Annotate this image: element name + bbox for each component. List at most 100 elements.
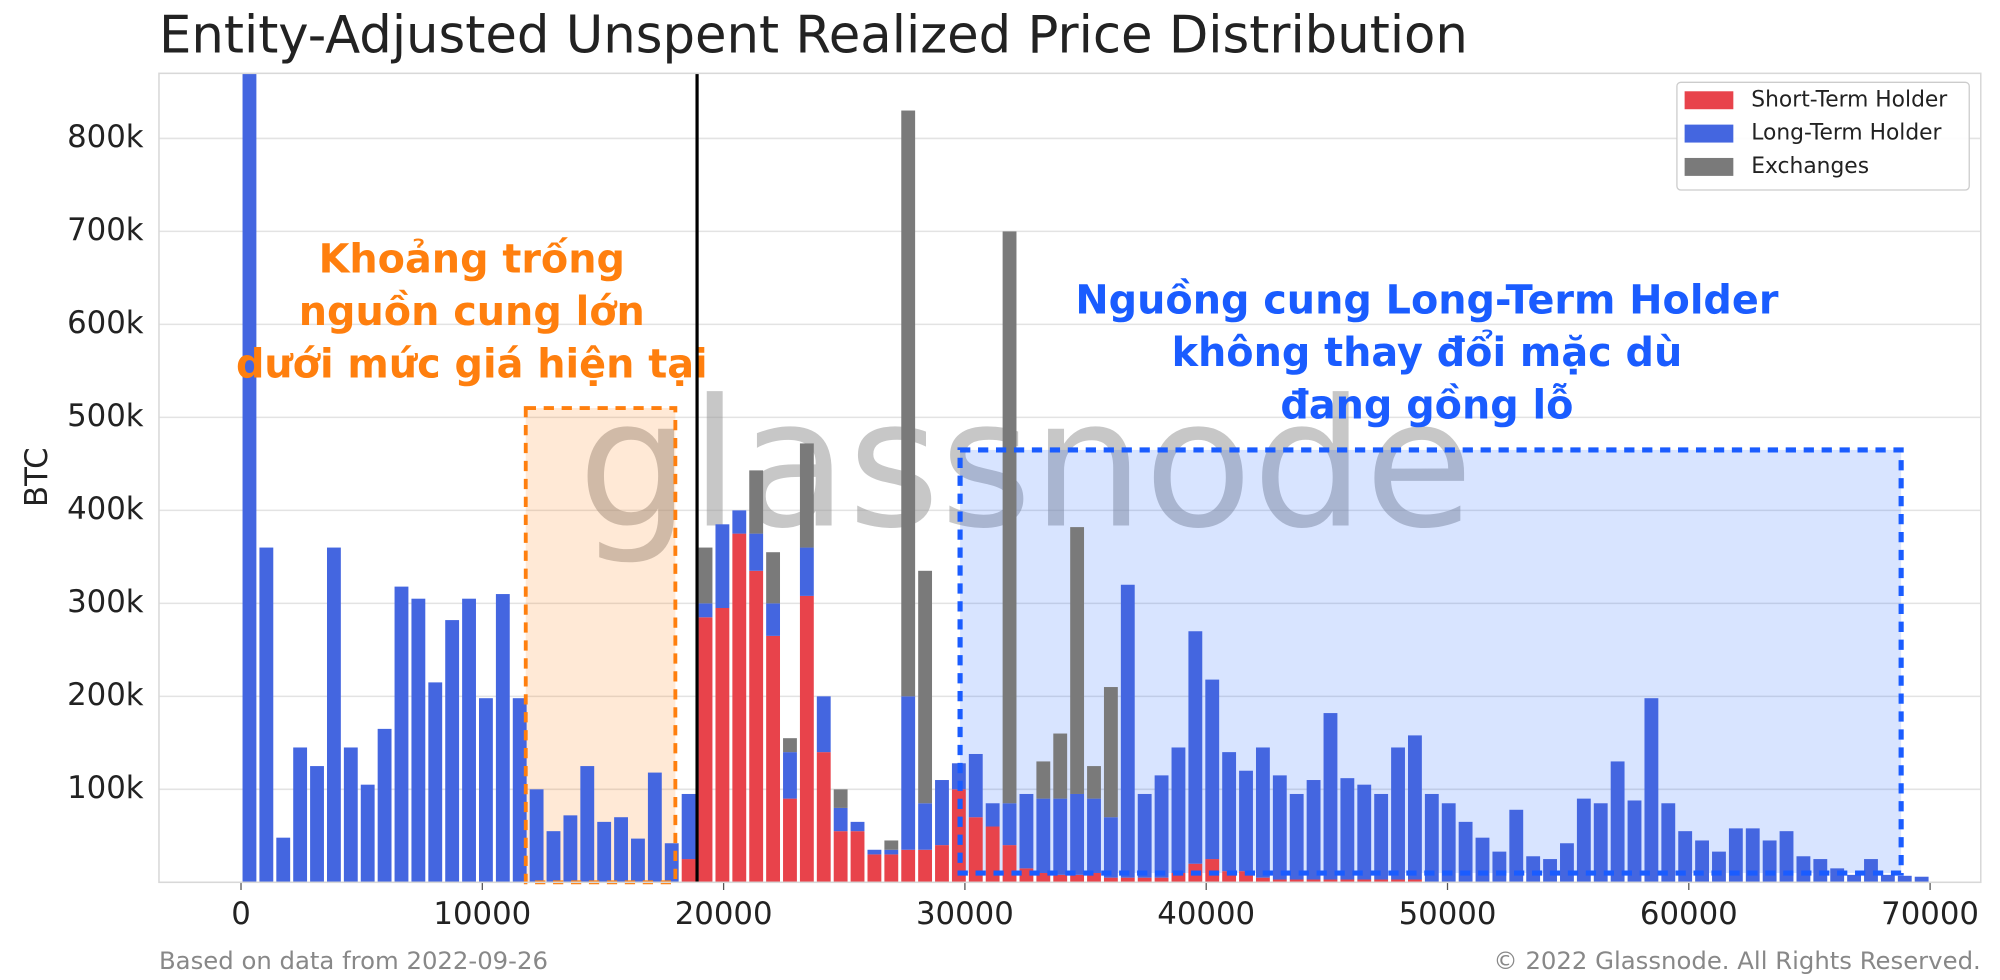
bar-segment <box>1171 747 1186 874</box>
chart-title: Entity-Adjusted Unspent Realized Price D… <box>159 6 1468 66</box>
bar-segment <box>1289 879 1304 883</box>
bar-segment <box>1239 770 1253 872</box>
bar-segment <box>445 620 460 883</box>
bar-segment <box>783 798 797 883</box>
bar-segment <box>1408 879 1422 883</box>
bar-segment <box>799 547 814 596</box>
bar-segment <box>1847 874 1862 883</box>
bar-segment <box>1103 877 1118 883</box>
bar-segment <box>1103 687 1118 818</box>
bar-segment <box>512 698 527 883</box>
bar-segment <box>968 817 983 883</box>
bar-segment <box>1255 747 1270 878</box>
bar-segment <box>901 696 916 850</box>
bar-segment <box>799 443 814 548</box>
annotation-border <box>523 406 678 885</box>
bar-segment <box>411 598 426 883</box>
bar-segment <box>1222 871 1237 883</box>
bar-segment <box>850 831 865 883</box>
bar-segment <box>1796 856 1811 883</box>
bar-segment <box>1323 713 1338 880</box>
bar-segment <box>1053 733 1068 799</box>
bar-segment <box>1560 843 1574 883</box>
bar-segment <box>1408 735 1422 880</box>
bar-segment <box>816 752 831 883</box>
bar-segment <box>1762 840 1777 883</box>
bar-segment <box>1087 798 1101 874</box>
bar-segment <box>1120 584 1135 878</box>
bar-segment <box>1424 793 1439 883</box>
bar-segment <box>698 547 713 604</box>
bar-segment <box>698 617 713 883</box>
bar-segment <box>462 598 476 883</box>
x-tick-label: 0 <box>231 896 251 932</box>
bar-segment <box>1374 793 1389 880</box>
bar-segment <box>1036 761 1051 799</box>
bar-segment <box>1306 879 1321 883</box>
bar-segment <box>1272 775 1287 880</box>
bar-segment <box>749 470 764 534</box>
bar-segment <box>259 547 274 883</box>
bar-segment <box>1289 793 1304 880</box>
bar-segment <box>343 747 358 883</box>
bar-segment <box>985 803 1000 827</box>
bar-segment <box>1019 793 1034 869</box>
bar-segment <box>394 586 409 883</box>
bar-segment <box>1509 809 1524 883</box>
bar-segment <box>783 738 797 753</box>
bar-segment <box>614 817 628 883</box>
bar-segment <box>833 831 848 883</box>
bar-segment <box>580 766 595 883</box>
bar-segment <box>1357 784 1372 880</box>
bar-segment <box>1391 879 1405 883</box>
bar-segment <box>1458 821 1473 883</box>
x-tick-label: 30000 <box>916 896 1014 932</box>
bar-segment <box>918 803 933 850</box>
y-tick-label: 500k <box>67 398 144 434</box>
bar-segment <box>563 815 578 883</box>
bar-segment <box>310 766 324 883</box>
y-tick-label: 800k <box>67 119 144 155</box>
bar-segment <box>242 73 257 883</box>
bar-segment <box>1070 874 1085 883</box>
bar-segment <box>276 837 291 883</box>
bar-segment <box>1610 761 1625 883</box>
annotation-border <box>957 447 1904 876</box>
plot-frame <box>158 72 1982 884</box>
bar-segment <box>1475 837 1490 883</box>
legend-label: Short-Term Holder <box>1751 87 1947 112</box>
bar-segment <box>1678 831 1693 883</box>
bar-segment <box>1154 877 1169 883</box>
bar-segment <box>428 682 443 883</box>
bar-segment <box>1492 851 1507 883</box>
bar-segment <box>1864 859 1878 883</box>
bar-segment <box>1593 803 1608 883</box>
bar-segment <box>1576 798 1591 883</box>
bar-segment <box>1526 856 1541 883</box>
bar-segment <box>1340 778 1355 880</box>
bar-segment <box>749 570 764 883</box>
bar-segment <box>698 603 713 618</box>
bar-segment <box>968 753 983 818</box>
bar-segment <box>766 552 781 604</box>
bar-segment <box>631 838 645 883</box>
legend-swatch <box>1684 91 1734 110</box>
bar-segment <box>1120 877 1135 883</box>
bar-segment <box>732 510 747 534</box>
bar-segment <box>1188 631 1203 864</box>
annotation-text: dưới mức giá hiện tại <box>236 341 708 387</box>
bar-segment <box>326 547 341 883</box>
bar-segment <box>1627 800 1642 883</box>
bar-segment <box>1137 877 1152 883</box>
legend-swatch <box>1684 124 1734 143</box>
bar-segment <box>681 793 696 860</box>
bar-segment <box>1880 874 1895 883</box>
bar-segment <box>1897 875 1912 883</box>
bar-segment <box>1914 876 1929 883</box>
bar-segment <box>901 849 916 883</box>
bar-segment <box>918 849 933 883</box>
bar-segment <box>783 752 797 799</box>
legend-label: Long-Term Holder <box>1751 121 1941 146</box>
bar-segment <box>1661 803 1676 883</box>
y-tick-label: 600k <box>67 305 144 341</box>
